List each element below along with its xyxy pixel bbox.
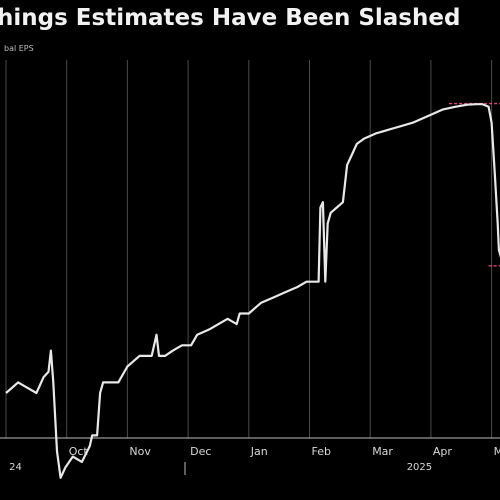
x-tick-label: Feb [312,445,331,458]
x-tick-label: May [494,445,500,458]
chart-title: hings Estimates Have Been Slashed [0,5,460,31]
series-group [5,103,500,479]
x-tick-label: Dec [190,445,211,458]
x-tick-label: Apr [433,445,453,458]
gridlines [5,60,493,438]
x-tick-label: Jan [250,445,268,458]
year-label: 24 [9,462,22,473]
x-tick-labels: Oct Nov Dec Jan Feb Mar Apr May [69,445,500,458]
series-line-0 [5,103,500,479]
x-tick-label: Mar [372,445,393,458]
year-labels: 24 2025 [9,462,432,475]
year-label: 2025 [407,462,432,473]
y-axis-label: bal EPS [4,44,34,53]
x-tick-label: Oct [69,445,89,458]
x-tick-label: Nov [129,445,151,458]
